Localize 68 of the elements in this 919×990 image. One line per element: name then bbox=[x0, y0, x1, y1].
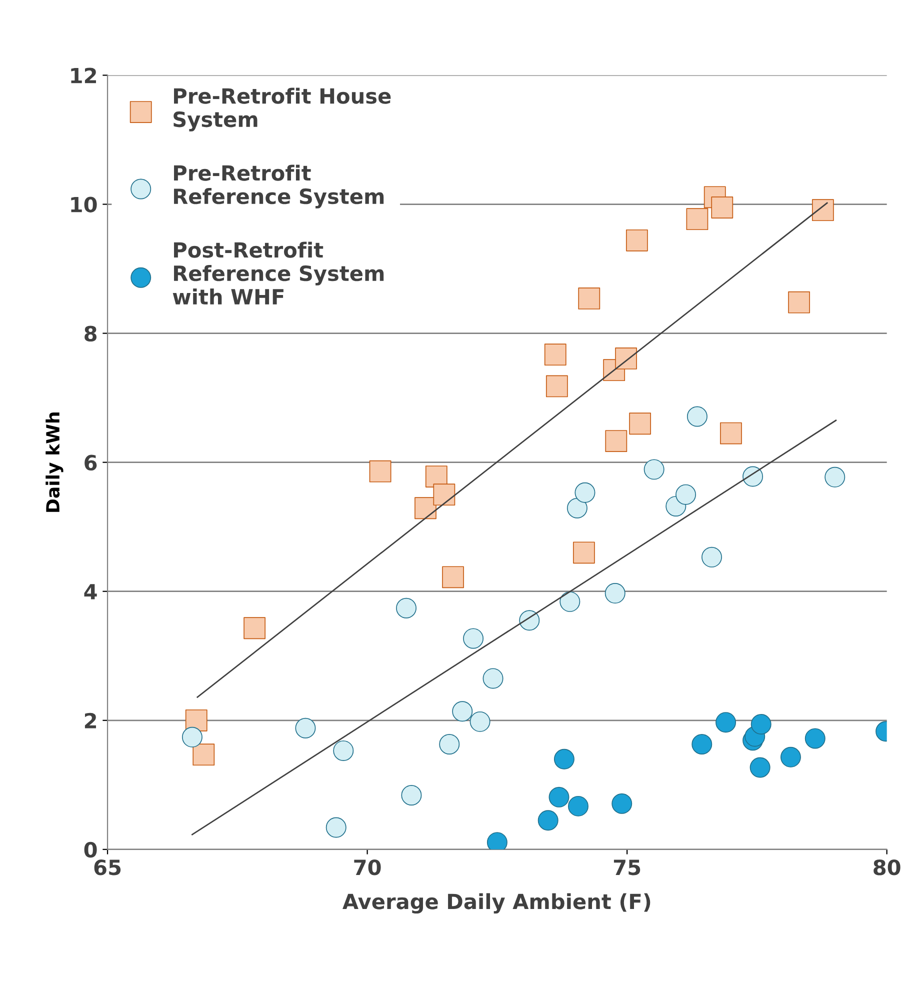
point bbox=[295, 718, 316, 738]
point bbox=[369, 460, 392, 482]
y-tick-label: 2 bbox=[84, 712, 96, 728]
point bbox=[185, 709, 208, 732]
point bbox=[442, 566, 464, 588]
point bbox=[244, 617, 266, 640]
point bbox=[519, 610, 540, 631]
point bbox=[812, 199, 834, 222]
y-tick-label: 4 bbox=[84, 584, 97, 600]
y-tick-label: 6 bbox=[84, 454, 97, 471]
point bbox=[702, 546, 722, 568]
x-tick-label: 80 bbox=[874, 860, 900, 876]
point bbox=[788, 291, 810, 314]
point bbox=[824, 466, 846, 488]
point bbox=[544, 344, 566, 366]
point bbox=[626, 229, 648, 252]
point bbox=[686, 406, 708, 427]
point bbox=[644, 459, 664, 480]
point bbox=[612, 793, 632, 814]
point bbox=[182, 726, 202, 748]
point bbox=[192, 744, 215, 766]
point bbox=[615, 348, 637, 370]
point bbox=[546, 375, 568, 398]
point bbox=[578, 288, 600, 310]
point bbox=[629, 412, 652, 435]
point bbox=[326, 817, 346, 838]
y-tick-label: 10 bbox=[71, 196, 97, 212]
point bbox=[452, 701, 473, 722]
point bbox=[396, 598, 416, 618]
point bbox=[604, 583, 626, 604]
point bbox=[720, 422, 742, 444]
legend-label: Pre-Retrofit House System bbox=[174, 88, 391, 132]
point bbox=[560, 591, 580, 612]
point bbox=[548, 786, 570, 808]
point bbox=[439, 734, 460, 754]
point bbox=[482, 668, 504, 689]
point bbox=[538, 810, 558, 831]
point bbox=[716, 712, 736, 733]
point bbox=[605, 430, 628, 452]
point bbox=[574, 482, 596, 503]
point bbox=[692, 734, 712, 754]
y-tick-label: 8 bbox=[84, 326, 97, 342]
point bbox=[676, 484, 696, 505]
point bbox=[470, 711, 490, 732]
point bbox=[804, 728, 826, 749]
point bbox=[463, 628, 484, 649]
point bbox=[750, 714, 772, 734]
x-tick-label: 70 bbox=[354, 860, 381, 876]
point bbox=[742, 466, 764, 487]
y-tick-label: 12 bbox=[71, 68, 96, 84]
y-tick-label: 0 bbox=[84, 842, 97, 858]
point bbox=[401, 784, 422, 806]
point bbox=[433, 484, 456, 506]
x-axis-title: Average Daily Ambient (F) bbox=[342, 893, 650, 914]
point bbox=[780, 746, 801, 768]
point bbox=[568, 796, 588, 816]
x-tick-label: 75 bbox=[614, 860, 640, 876]
legend-label: Post-Retrofit Reference System with WHF bbox=[172, 242, 384, 304]
point bbox=[711, 196, 734, 218]
point bbox=[554, 748, 574, 770]
point bbox=[686, 208, 708, 230]
point bbox=[333, 740, 354, 761]
point bbox=[750, 757, 770, 778]
point bbox=[572, 542, 595, 564]
legend-label: Pre-Retrofit Reference System bbox=[174, 164, 384, 208]
y-axis-title: Daily kWh bbox=[46, 412, 64, 512]
x-tick-label: 65 bbox=[94, 860, 121, 876]
point bbox=[566, 498, 588, 518]
